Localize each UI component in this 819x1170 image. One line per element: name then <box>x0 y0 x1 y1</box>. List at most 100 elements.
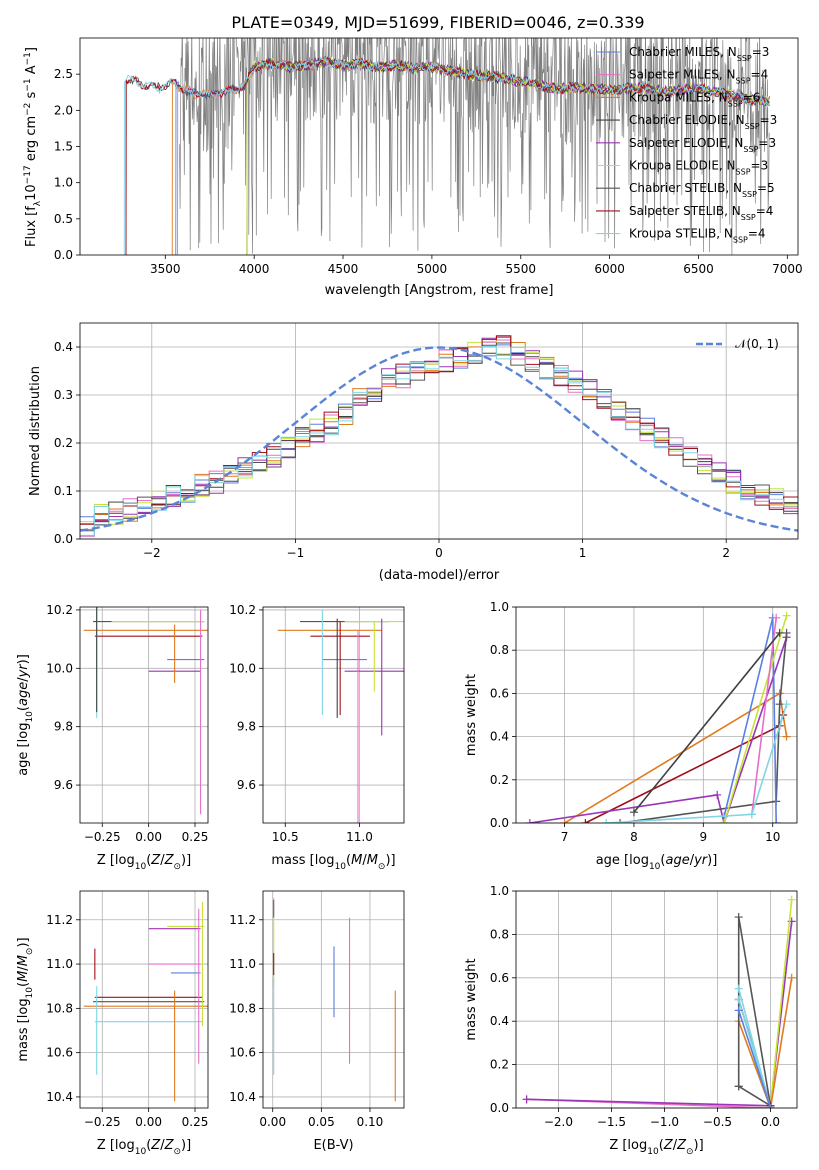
y-tick-label: 1.0 <box>490 600 509 614</box>
label-part: 10 <box>647 1147 659 1157</box>
x-tick-label: 4500 <box>328 262 359 276</box>
y-tick-label: 0.2 <box>54 436 73 450</box>
y-tick-label: 10.8 <box>229 1001 256 1015</box>
legend-tail: =3 <box>760 113 778 127</box>
weight-marker <box>525 819 534 823</box>
x-tick-label: 0 <box>435 546 443 560</box>
x-axis-label: mass [log10(M/M⊙)] <box>271 853 395 872</box>
y-tick-label: 0.5 <box>54 212 73 226</box>
weight-line <box>619 632 788 823</box>
x-axis-label: (data-model)/error <box>379 568 500 583</box>
weight-line <box>606 703 788 823</box>
x-tick-label: 10.5 <box>272 830 299 844</box>
weight-marker <box>734 913 743 922</box>
y-tick-label: 0.4 <box>54 340 73 354</box>
label-part: −2 <box>23 103 33 116</box>
x-tick-label: 11.0 <box>346 830 373 844</box>
axes-frame <box>79 322 799 540</box>
x-axis-label: Z [log10(Z/Z⊙)] <box>609 1138 703 1157</box>
panel-mass-vs-EBV: 0.00 0.05 0.10 10.4 10.6 10.8 11.0 11.2 E(B-V) <box>229 890 405 1153</box>
label-part: M <box>367 853 378 868</box>
x-tick-label: 0.00 <box>259 1115 286 1129</box>
y-tick-label: 1.5 <box>54 140 73 154</box>
weight-marker <box>629 808 638 817</box>
y-tick-label: 9.6 <box>237 778 256 792</box>
y-tick-label: 0.3 <box>54 388 73 402</box>
legend-tail: =3 <box>752 45 770 59</box>
legend-entry: Salpeter ELODIE, NSSP=3 <box>629 136 776 154</box>
legend-tail: =4 <box>751 68 769 82</box>
weight-marker <box>747 810 756 819</box>
legend-sub: SSP <box>745 122 760 131</box>
x-tick-label: 4000 <box>239 262 270 276</box>
legend-text: Salpeter ELODIE, N <box>629 136 743 150</box>
y-tick-label: 9.6 <box>54 778 73 792</box>
y-axis-label: mass [log10(M/M⊙)] <box>16 937 35 1061</box>
weight-marker <box>522 1095 531 1104</box>
x-tick-label: 9 <box>700 830 708 844</box>
label-part: Z [log <box>609 1138 647 1153</box>
label-part: ⊙ <box>173 1147 181 1157</box>
weight-marker <box>766 1104 775 1108</box>
y-axis-label: Normed distribution <box>28 366 43 496</box>
x-axis-label: wavelength [Angstrom, rest frame] <box>325 283 554 298</box>
label-part: )] <box>385 853 395 868</box>
panel-residual-hist: −2 −1 0 1 2 0.0 0.1 0.2 0.3 0.4 (data-model)/error… <box>28 322 799 583</box>
legend-tail: =3 <box>751 159 769 173</box>
plot-area <box>83 902 208 1102</box>
x-tick-label: 7 <box>561 830 569 844</box>
x-tick-label: −2.0 <box>544 1115 573 1129</box>
weight-marker <box>782 628 791 637</box>
y-axis-label: mass weight <box>464 958 479 1040</box>
legend-sub: SSP <box>737 54 752 63</box>
x-tick-label: 5500 <box>505 262 536 276</box>
panel-weight-vs-Z: −2.0 −1.5 −1.0 −0.5 0.0 0.0 0.2 0.4 0.6 0.8 1.0 Z [… <box>464 884 798 1157</box>
x-axis-label: E(B-V) <box>313 1138 353 1153</box>
legend-entry: Kroupa STELIB, NSSP=4 <box>629 227 766 245</box>
legend-entry: Salpeter MILES, NSSP=4 <box>629 68 768 86</box>
weight-marker <box>787 973 796 982</box>
legend-text: Chabrier MILES, N <box>629 45 737 59</box>
axes-frame <box>262 890 405 1109</box>
weight-marker <box>772 819 781 823</box>
y-tick-label: 0.6 <box>490 971 509 985</box>
x-tick-label: 0.0 <box>761 1115 780 1129</box>
legend-tail: =4 <box>756 204 774 218</box>
x-tick-label: 0.05 <box>308 1115 335 1129</box>
axes-frame <box>515 606 798 824</box>
x-tick-label: −1.5 <box>597 1115 626 1129</box>
label-part: / <box>16 966 31 971</box>
x-tick-label: 6000 <box>594 262 625 276</box>
y-tick-label: 0.0 <box>54 532 73 546</box>
legend-entry: Chabrier STELIB, NSSP=5 <box>629 181 775 199</box>
x-tick-label: 3500 <box>150 262 181 276</box>
label-part: erg cm <box>24 116 39 165</box>
weight-marker <box>602 819 611 823</box>
y-tick-label: 0.0 <box>490 816 509 830</box>
x-tick-label: −1.0 <box>650 1115 679 1129</box>
x-tick-label: 0.00 <box>135 830 162 844</box>
label-part: )] <box>181 853 191 868</box>
observed-spectrum <box>179 38 770 255</box>
label-part: 10 <box>25 987 35 999</box>
y-tick-label: 0.2 <box>490 1058 509 1072</box>
label-part: / <box>16 677 31 682</box>
plot-area <box>80 335 798 537</box>
legend-text: Kroupa MILES, N <box>629 90 728 104</box>
weight-line <box>526 921 793 1107</box>
label-part: s <box>24 91 39 102</box>
weight-marker <box>782 732 791 741</box>
weight-marker <box>772 613 781 622</box>
y-tick-label: 10.0 <box>46 661 73 675</box>
y-axis-label: age [log10(age/yr)] <box>16 654 35 776</box>
weight-marker <box>775 700 784 709</box>
label-part: Z [log <box>97 853 135 868</box>
y-tick-label: 10.8 <box>46 1001 73 1015</box>
y-tick-label: 10.6 <box>229 1046 256 1060</box>
weight-marker <box>734 1006 743 1015</box>
x-tick-label: 0.10 <box>357 1115 384 1129</box>
y-tick-label: 2.5 <box>54 67 73 81</box>
legend-text: Kroupa STELIB, N <box>629 227 733 241</box>
label-part: 10 <box>335 862 347 872</box>
panel-spectrum: 3500 4000 4500 5000 5500 6000 6500 7000 0.0 0.5 1.… <box>23 37 803 298</box>
